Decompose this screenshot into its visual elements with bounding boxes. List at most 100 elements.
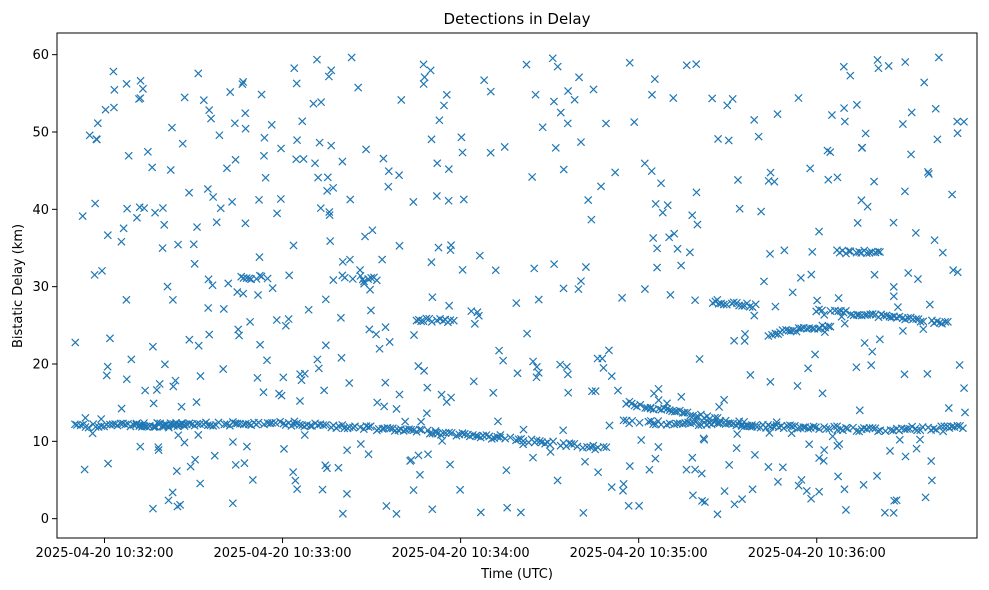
data-point: [469, 377, 478, 386]
data-point: [378, 424, 387, 433]
data-point: [934, 53, 943, 62]
data-point: [938, 248, 947, 257]
data-point: [192, 223, 202, 232]
data-point: [688, 211, 697, 220]
data-point: [196, 372, 205, 381]
data-point: [815, 425, 824, 434]
data-point: [685, 248, 694, 257]
data-point: [486, 87, 495, 96]
data-point: [770, 177, 779, 186]
data-point: [513, 369, 522, 378]
data-point: [471, 431, 480, 440]
data-point: [855, 247, 864, 256]
data-point: [489, 388, 498, 397]
data-point: [256, 340, 265, 349]
data-point: [916, 317, 925, 326]
data-point: [321, 420, 331, 429]
data-point: [587, 215, 596, 224]
data-point: [304, 305, 313, 314]
data-point: [563, 119, 572, 128]
x-tick-label: 2025-04-20 10:36:00: [748, 546, 886, 561]
data-point: [259, 388, 268, 397]
data-point: [874, 64, 883, 73]
data-point: [171, 376, 180, 385]
data-point: [532, 362, 541, 371]
data-point: [237, 272, 246, 281]
data-point: [185, 335, 194, 344]
data-point: [90, 270, 99, 279]
data-point: [285, 271, 294, 280]
data-point: [279, 444, 289, 453]
data-point: [434, 243, 443, 252]
data-point: [209, 421, 218, 430]
data-point: [193, 419, 202, 428]
data-point: [535, 437, 544, 446]
data-point: [257, 272, 266, 281]
data-point: [564, 87, 573, 96]
data-point: [680, 408, 689, 417]
data-point: [635, 418, 644, 427]
data-point: [103, 362, 112, 371]
data-point: [559, 426, 568, 435]
data-point: [599, 442, 608, 451]
data-point: [449, 316, 458, 325]
data-point: [953, 117, 962, 126]
data-point: [721, 416, 730, 425]
data-point: [670, 229, 679, 238]
data-point: [194, 69, 203, 78]
data-point: [254, 418, 263, 427]
data-point: [688, 491, 697, 500]
data-point: [310, 159, 320, 168]
data-point: [861, 129, 870, 138]
data-point: [618, 293, 627, 302]
data-point: [863, 202, 872, 211]
data-point: [470, 319, 479, 328]
data-point: [424, 450, 433, 459]
data-point: [204, 275, 213, 284]
data-point: [273, 209, 282, 218]
data-point: [166, 165, 175, 175]
y-tick-label: 50: [32, 125, 49, 140]
data-point: [491, 266, 500, 275]
data-point: [323, 186, 332, 195]
data-point: [253, 373, 262, 382]
data-point: [432, 192, 441, 201]
data-point: [903, 424, 912, 433]
data-point: [93, 119, 102, 128]
data-point: [438, 436, 447, 445]
data-point: [583, 442, 592, 451]
data-point: [277, 144, 286, 153]
data-point: [907, 150, 916, 159]
data-point: [697, 469, 706, 478]
data-point: [457, 133, 466, 142]
data-point: [313, 355, 322, 364]
data-point: [643, 403, 652, 413]
data-point: [289, 241, 298, 250]
data-point: [192, 398, 201, 407]
data-point: [654, 442, 663, 451]
data-point: [459, 195, 468, 204]
data-point: [958, 424, 967, 433]
data-point: [228, 499, 237, 508]
data-point: [949, 266, 958, 275]
data-point: [276, 194, 285, 204]
data-point: [372, 276, 381, 285]
data-point: [185, 419, 194, 428]
data-point: [327, 66, 336, 75]
data-point: [132, 213, 141, 222]
data-point: [346, 195, 355, 204]
data-point: [765, 249, 775, 258]
data-point: [841, 505, 850, 514]
data-point: [563, 370, 572, 379]
data-point: [715, 402, 724, 411]
data-point: [636, 400, 645, 409]
data-point: [230, 119, 239, 128]
data-point: [356, 440, 365, 449]
data-point: [815, 487, 824, 496]
data-point: [366, 306, 375, 315]
y-tick-label: 20: [32, 357, 49, 372]
data-point: [290, 417, 299, 426]
data-point: [334, 463, 343, 472]
data-point: [233, 288, 242, 297]
data-point: [601, 119, 611, 128]
